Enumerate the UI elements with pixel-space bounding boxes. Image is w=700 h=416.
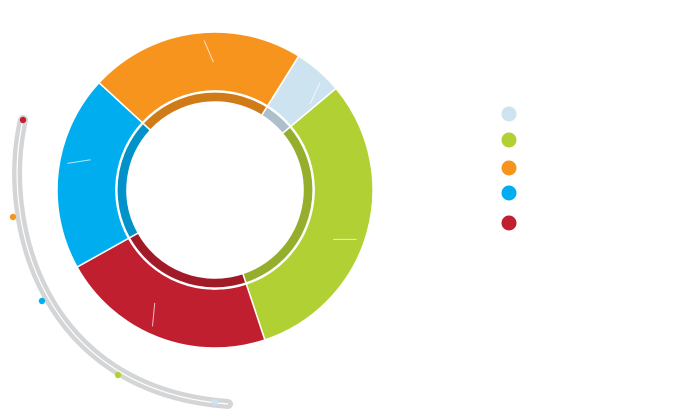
legend-marker	[501, 106, 517, 122]
track-dot	[38, 297, 46, 305]
slice	[76, 237, 266, 349]
slice-tick	[203, 40, 214, 63]
track-dot	[211, 398, 219, 406]
legend-marker	[501, 132, 517, 148]
slice-tick	[309, 82, 321, 105]
track-dots	[9, 116, 219, 406]
legend	[501, 106, 517, 231]
track-dot	[9, 213, 17, 221]
legend-marker	[501, 185, 517, 201]
donut	[56, 31, 374, 349]
slice-tick	[151, 302, 156, 327]
track-dot	[114, 371, 122, 379]
legend-marker	[501, 215, 517, 231]
track-dot	[19, 116, 27, 124]
slice-tick	[67, 159, 91, 164]
track-line	[16, 119, 229, 405]
legend-marker	[501, 160, 517, 176]
inner-ring-line	[116, 91, 314, 289]
